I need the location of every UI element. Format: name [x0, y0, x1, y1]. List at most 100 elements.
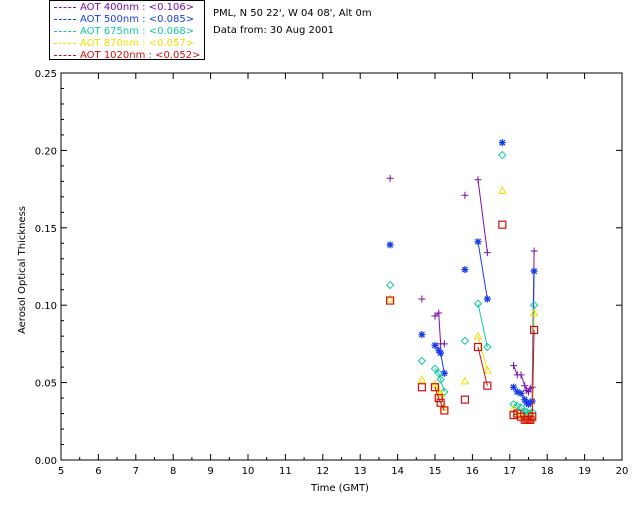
data-point [436, 375, 445, 384]
data-point [430, 383, 440, 392]
data-point [440, 369, 448, 377]
series-layer [385, 139, 539, 424]
x-tick-label: 19 [578, 466, 591, 477]
x-tick-label: 10 [242, 466, 255, 477]
x-tick-label: 16 [466, 466, 479, 477]
data-point [498, 220, 507, 229]
data-point [474, 176, 482, 184]
series-line [520, 250, 535, 393]
data-point [473, 342, 483, 352]
data-point [436, 398, 445, 407]
site-info: PML, N 50 22', W 04 08', Alt 0m [213, 8, 372, 19]
data-point [521, 382, 529, 390]
x-tick-label: 14 [391, 466, 404, 477]
data-point [483, 249, 491, 257]
x-tick-label: 20 [616, 466, 629, 477]
data-point [530, 325, 539, 335]
x-tick-label: 6 [95, 466, 101, 477]
data-point [513, 388, 521, 396]
data-point [386, 174, 394, 182]
series-line [477, 346, 488, 386]
series-aot-500nm [386, 139, 538, 408]
y-tick-label: 0.15 [35, 224, 57, 235]
data-point [440, 387, 449, 397]
series-line [477, 241, 488, 300]
data-point [417, 356, 427, 366]
data-point [473, 299, 483, 308]
data-point [510, 362, 518, 370]
plot-frame [60, 72, 623, 461]
data-point [483, 295, 491, 303]
data-point [483, 365, 492, 374]
legend-label-1020: AOT 1020nm : <0.052> [80, 50, 201, 61]
data-point [460, 376, 470, 385]
legend-swatch-870 [54, 42, 76, 44]
x-tick-label: 13 [354, 466, 367, 477]
data-point [461, 191, 469, 199]
axes: 5 6 7 8 9 10 11 12 13 14 15 16 17 18 19 20 0.00 0.05 0.10 0… [35, 69, 629, 477]
data-point [385, 294, 395, 303]
series-line [434, 311, 445, 345]
series-line [513, 365, 518, 376]
legend-item-675: AOT 675nm : <0.068> [54, 26, 194, 38]
data-point [386, 241, 394, 249]
x-tick-label: 12 [316, 466, 329, 477]
data-point [418, 295, 426, 303]
data-point [510, 383, 518, 391]
legend-label-870: AOT 870nm : <0.057> [80, 38, 195, 49]
data-point [385, 280, 395, 290]
data-point [460, 336, 470, 346]
data-point [435, 346, 443, 354]
data-point [437, 349, 445, 357]
x-tick-label: 18 [541, 466, 554, 477]
data-point [417, 383, 427, 392]
legend-item-870: AOT 870nm : <0.057> [54, 38, 194, 50]
data-point [418, 331, 426, 339]
series-line [513, 403, 518, 407]
legend-swatch-675 [54, 30, 76, 32]
series-line [477, 179, 488, 253]
data-point [440, 406, 449, 415]
y-axis-label: Aerosol Optical Thickness [17, 206, 28, 334]
x-tick-label: 7 [133, 466, 139, 477]
x-axis-label: Time (GMT) [310, 483, 369, 494]
data-point [434, 393, 443, 403]
x-tick-label: 17 [503, 466, 516, 477]
data-point [435, 309, 443, 317]
data-point [498, 150, 507, 160]
data-point [460, 395, 470, 404]
series-line [477, 336, 488, 371]
data-point [434, 369, 443, 378]
data-point [517, 389, 525, 397]
legend-swatch-400 [54, 6, 76, 8]
legend-swatch-500 [54, 18, 76, 20]
x-tick-label: 11 [279, 466, 292, 477]
series-line [520, 271, 535, 405]
series-aot-1020nm [386, 220, 539, 424]
data-point [473, 331, 483, 340]
data-point [474, 238, 482, 246]
data-point [521, 396, 529, 404]
legend-label-675: AOT 675nm : <0.068> [80, 26, 195, 37]
data-point [528, 412, 537, 421]
legend-label-500: AOT 500nm : <0.085> [80, 14, 195, 25]
data-point [431, 341, 439, 349]
series-aot-400nm [386, 174, 538, 396]
x-tick-label: 9 [207, 466, 213, 477]
x-tick-label: 8 [170, 466, 176, 477]
data-point [530, 267, 538, 275]
data-point [483, 381, 492, 390]
data-point [498, 139, 506, 147]
data-point [386, 296, 395, 305]
legend-swatch-1020 [54, 54, 76, 56]
y-tick-label: 0.20 [35, 146, 57, 157]
y-tick-label: 0.05 [35, 379, 57, 390]
data-point [417, 374, 427, 383]
legend-label-400: AOT 400nm : <0.106> [80, 2, 195, 13]
legend: AOT 400nm : <0.106> AOT 500nm : <0.085> … [49, 0, 205, 61]
data-point [436, 388, 445, 397]
data-point [461, 266, 469, 274]
data-point [497, 186, 507, 194]
data-point [431, 312, 439, 320]
